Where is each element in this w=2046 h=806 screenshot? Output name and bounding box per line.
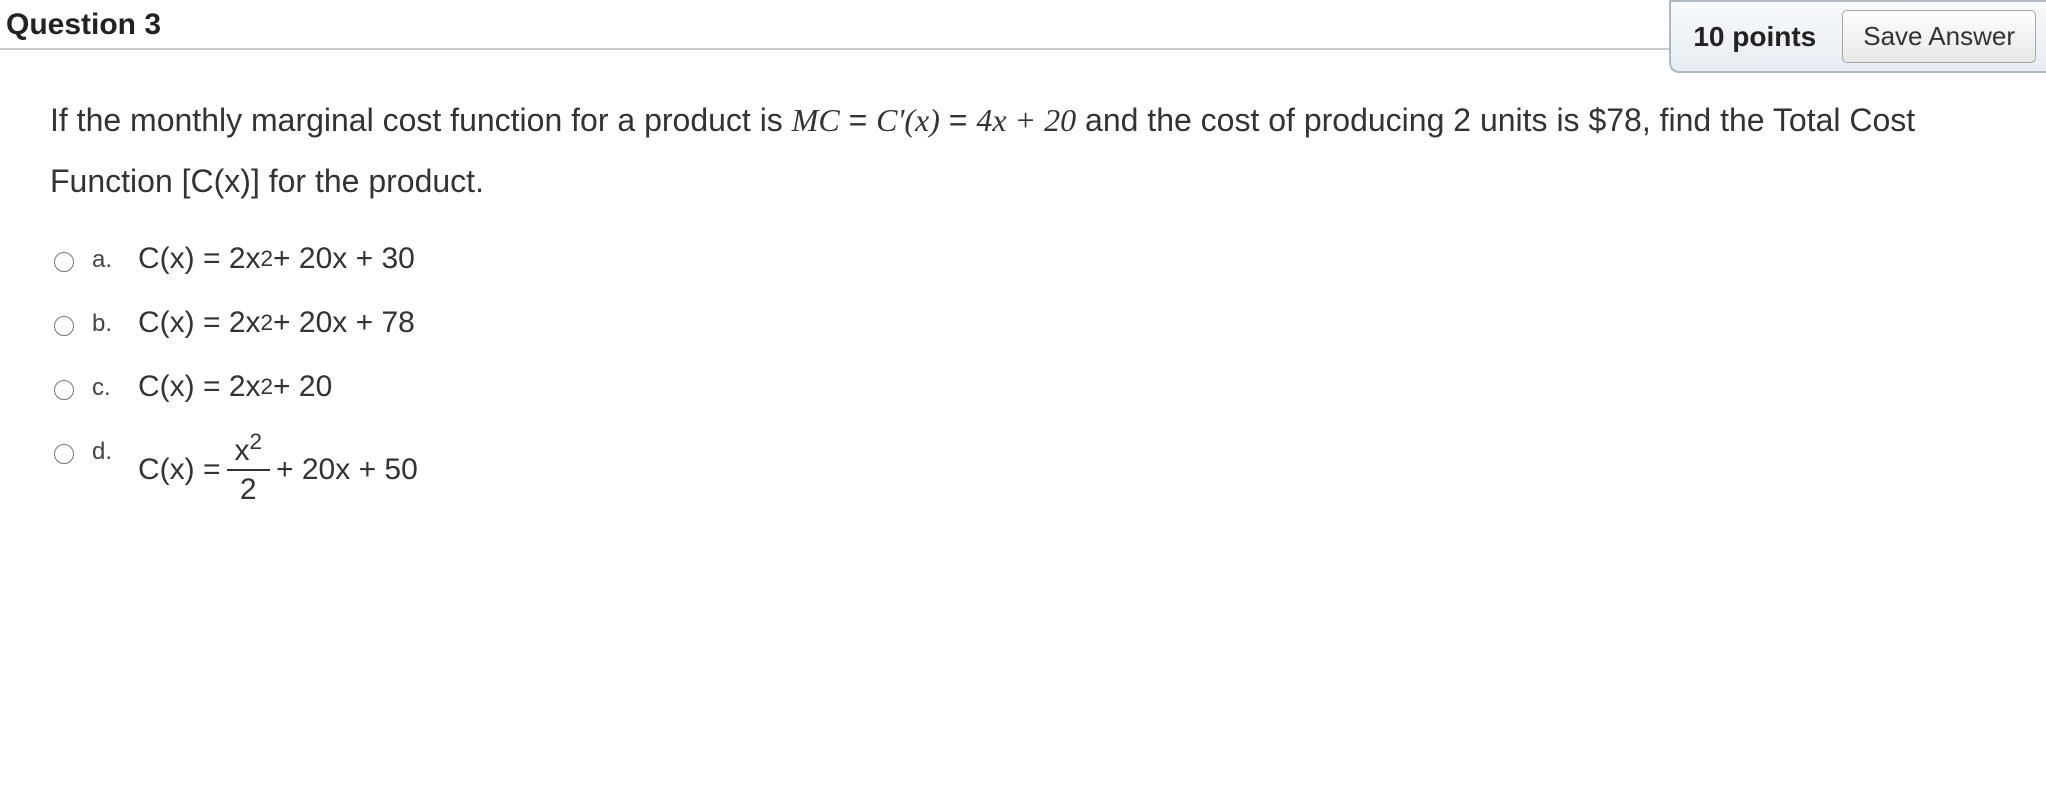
option-d-formula: C(x) = x2 2 + 20x + 50 xyxy=(138,434,418,506)
option-b[interactable]: b. C(x) = 2x2 + 20x + 78 xyxy=(54,306,1996,340)
option-b-radio[interactable] xyxy=(54,316,74,336)
option-d-radio[interactable] xyxy=(54,444,74,464)
option-c-letter: c. xyxy=(92,370,120,402)
option-d-rhs: + 20x + 50 xyxy=(276,453,418,487)
option-d-frac-num: x2 xyxy=(227,434,271,471)
mc-symbol: MC xyxy=(792,102,840,138)
option-d-fraction: x2 2 xyxy=(227,434,271,506)
question-prompt: If the monthly marginal cost function fo… xyxy=(50,90,1996,212)
option-d-letter: d. xyxy=(92,434,120,466)
question-body: If the monthly marginal cost function fo… xyxy=(0,50,2046,536)
option-a-lhs: C(x) = 2x xyxy=(138,242,261,276)
option-a[interactable]: a. C(x) = 2x2 + 20x + 30 xyxy=(54,242,1996,276)
option-b-rhs: + 20x + 78 xyxy=(273,306,415,340)
option-a-rhs: + 20x + 30 xyxy=(273,242,415,276)
option-b-formula: C(x) = 2x2 + 20x + 78 xyxy=(138,306,415,340)
option-c-formula: C(x) = 2x2 + 20 xyxy=(138,370,332,404)
prompt-part1: If the monthly marginal cost function fo… xyxy=(50,102,792,138)
option-a-radio[interactable] xyxy=(54,252,74,272)
question-title: Question 3 xyxy=(0,8,161,42)
option-d[interactable]: d. C(x) = x2 2 + 20x + 50 xyxy=(54,434,1996,506)
question-header: Question 3 10 points Save Answer xyxy=(0,0,2046,50)
option-d-frac-den: 2 xyxy=(232,471,265,506)
option-c-rhs: + 20 xyxy=(273,370,332,404)
option-b-lhs: C(x) = 2x xyxy=(138,306,261,340)
option-c-radio[interactable] xyxy=(54,380,74,400)
eq2: = xyxy=(940,102,976,138)
cprime-symbol: C'(x) xyxy=(876,102,940,138)
options-list: a. C(x) = 2x2 + 20x + 30 b. C(x) = 2x2 +… xyxy=(50,242,1996,506)
option-b-letter: b. xyxy=(92,306,120,338)
option-a-formula: C(x) = 2x2 + 20x + 30 xyxy=(138,242,415,276)
mc-rhs: 4x + 20 xyxy=(976,102,1076,138)
option-c[interactable]: c. C(x) = 2x2 + 20 xyxy=(54,370,1996,404)
option-d-frac-num-exp: 2 xyxy=(250,429,263,454)
eq1: = xyxy=(840,102,876,138)
points-label: 10 points xyxy=(1671,2,1838,71)
question-container: Question 3 10 points Save Answer If the … xyxy=(0,0,2046,536)
option-d-frac-num-base: x xyxy=(235,434,250,467)
option-a-letter: a. xyxy=(92,242,120,274)
save-answer-button[interactable]: Save Answer xyxy=(1842,10,2036,63)
option-c-lhs: C(x) = 2x xyxy=(138,370,261,404)
option-d-lhs: C(x) = xyxy=(138,453,221,487)
header-right-box: 10 points Save Answer xyxy=(1669,0,2046,73)
